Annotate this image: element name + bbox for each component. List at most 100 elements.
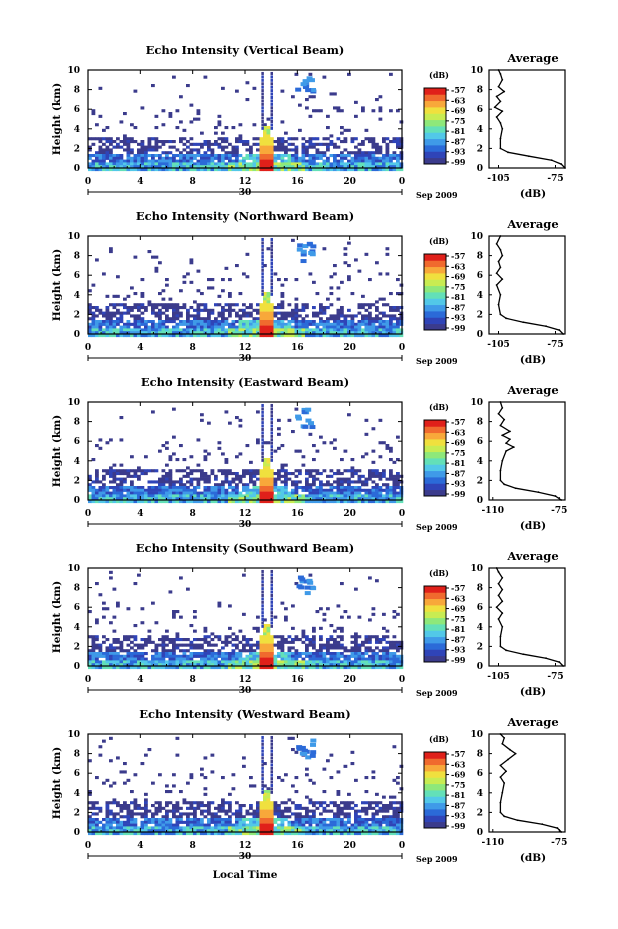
heatmap-cell [333,156,337,160]
heatmap-cell [312,812,316,816]
heatmap-cell [270,145,274,149]
heatmap-cell [270,275,274,279]
heatmap-cell [217,652,222,656]
heatmap-cell [364,156,369,160]
colorbar-frame [423,419,447,497]
heatmap-cell [270,815,274,819]
heatmap-cell [371,145,376,149]
heatmap-cell [119,649,124,653]
heatmap-cell [126,474,131,478]
heatmap-cell [238,500,243,504]
heatmap-cell [168,809,173,813]
heatmap-cell [235,328,239,332]
heatmap-cell [273,486,278,490]
heatmap-cell [392,308,397,312]
heatmap-cell [133,804,138,808]
heatmap-cell [315,109,320,113]
heatmap-cell [270,325,274,329]
heatmap-cell [270,573,274,577]
heatmap-cell [214,156,218,160]
heatmap-cell [294,303,299,307]
heatmap-cell [340,494,344,498]
heatmap-cell [305,654,309,658]
heatmap-cell [354,480,358,484]
heatmap-cell [203,776,208,780]
heatmap-cell [249,500,253,504]
heatmap-cell [312,483,316,487]
heatmap-cell [382,297,386,301]
heatmap-cell [266,165,271,169]
heatmap-cell [154,494,159,498]
heatmap-cell [235,156,239,160]
heatmap-cell [172,325,176,329]
heatmap-cell [203,488,208,492]
heatmap-cell [154,809,159,813]
heatmap-cell [95,258,99,262]
heatmap-cell [109,325,113,329]
heatmap-cell [298,585,305,590]
heatmap-cell [172,612,176,616]
heatmap-cell [375,818,379,822]
heatmap-cell [266,458,271,462]
profile-point [495,116,498,118]
heatmap-cell [270,500,274,504]
heatmap-cell [357,643,362,647]
heatmap-cell [252,308,257,312]
heatmap-cell [263,159,267,163]
heatmap-cell [242,756,246,760]
heatmap-cell [270,445,274,449]
heatmap-cell [238,477,243,481]
heatmap-cell [112,660,117,664]
heatmap-cell [312,781,316,785]
heatmap-cell [343,165,348,169]
heatmap-cell [144,652,148,656]
colorbar-swatch [424,285,446,293]
heatmap-cell [112,815,117,819]
heatmap-cell [266,640,271,644]
heatmap-cell [371,494,376,498]
heatmap-cell [357,156,362,160]
heatmap-cell [277,303,281,307]
heatmap-cell [375,142,379,146]
heatmap-cell [203,477,208,481]
heatmap-cell [252,666,257,670]
heatmap-cell [308,95,313,99]
heatmap-cell [175,109,180,113]
heatmap-cell [389,162,393,166]
heatmap-cell [98,151,103,155]
heatmap-cell [329,483,334,487]
heatmap-cell [154,657,159,661]
heatmap-cell [133,328,138,332]
heatmap-cell [252,784,257,788]
heatmap-cell [193,491,197,495]
heatmap-cell [179,154,183,158]
heatmap-cell [389,640,393,644]
heatmap-cell [319,168,323,172]
heatmap-cell [228,159,232,163]
heatmap-cell [158,449,162,453]
heatmap-cell [368,469,372,473]
heatmap-cell [154,643,159,647]
heatmap-cell [133,657,138,661]
heatmap-cell [238,491,243,495]
chart-title: Echo Intensity (Eastward Beam) [141,375,349,389]
heatmap-cell [385,491,390,495]
heatmap-cell [354,334,358,338]
heatmap-cell [109,165,113,169]
heatmap-cell [256,657,260,661]
heatmap-cell [263,640,267,644]
heatmap-cell [161,488,166,492]
heatmap-cell [207,477,211,481]
heatmap-cell [172,311,176,315]
heatmap-cell [144,657,148,661]
heatmap-cell [137,494,141,498]
heatmap-cell [235,145,239,149]
heatmap-cell [224,410,229,414]
heatmap-cell [340,109,344,113]
heatmap-cell [119,463,124,467]
heatmap-cell [396,497,400,501]
heatmap-cell [200,663,204,667]
heatmap-cell [214,488,218,492]
heatmap-cell [109,621,113,625]
heatmap-cell [389,322,393,326]
